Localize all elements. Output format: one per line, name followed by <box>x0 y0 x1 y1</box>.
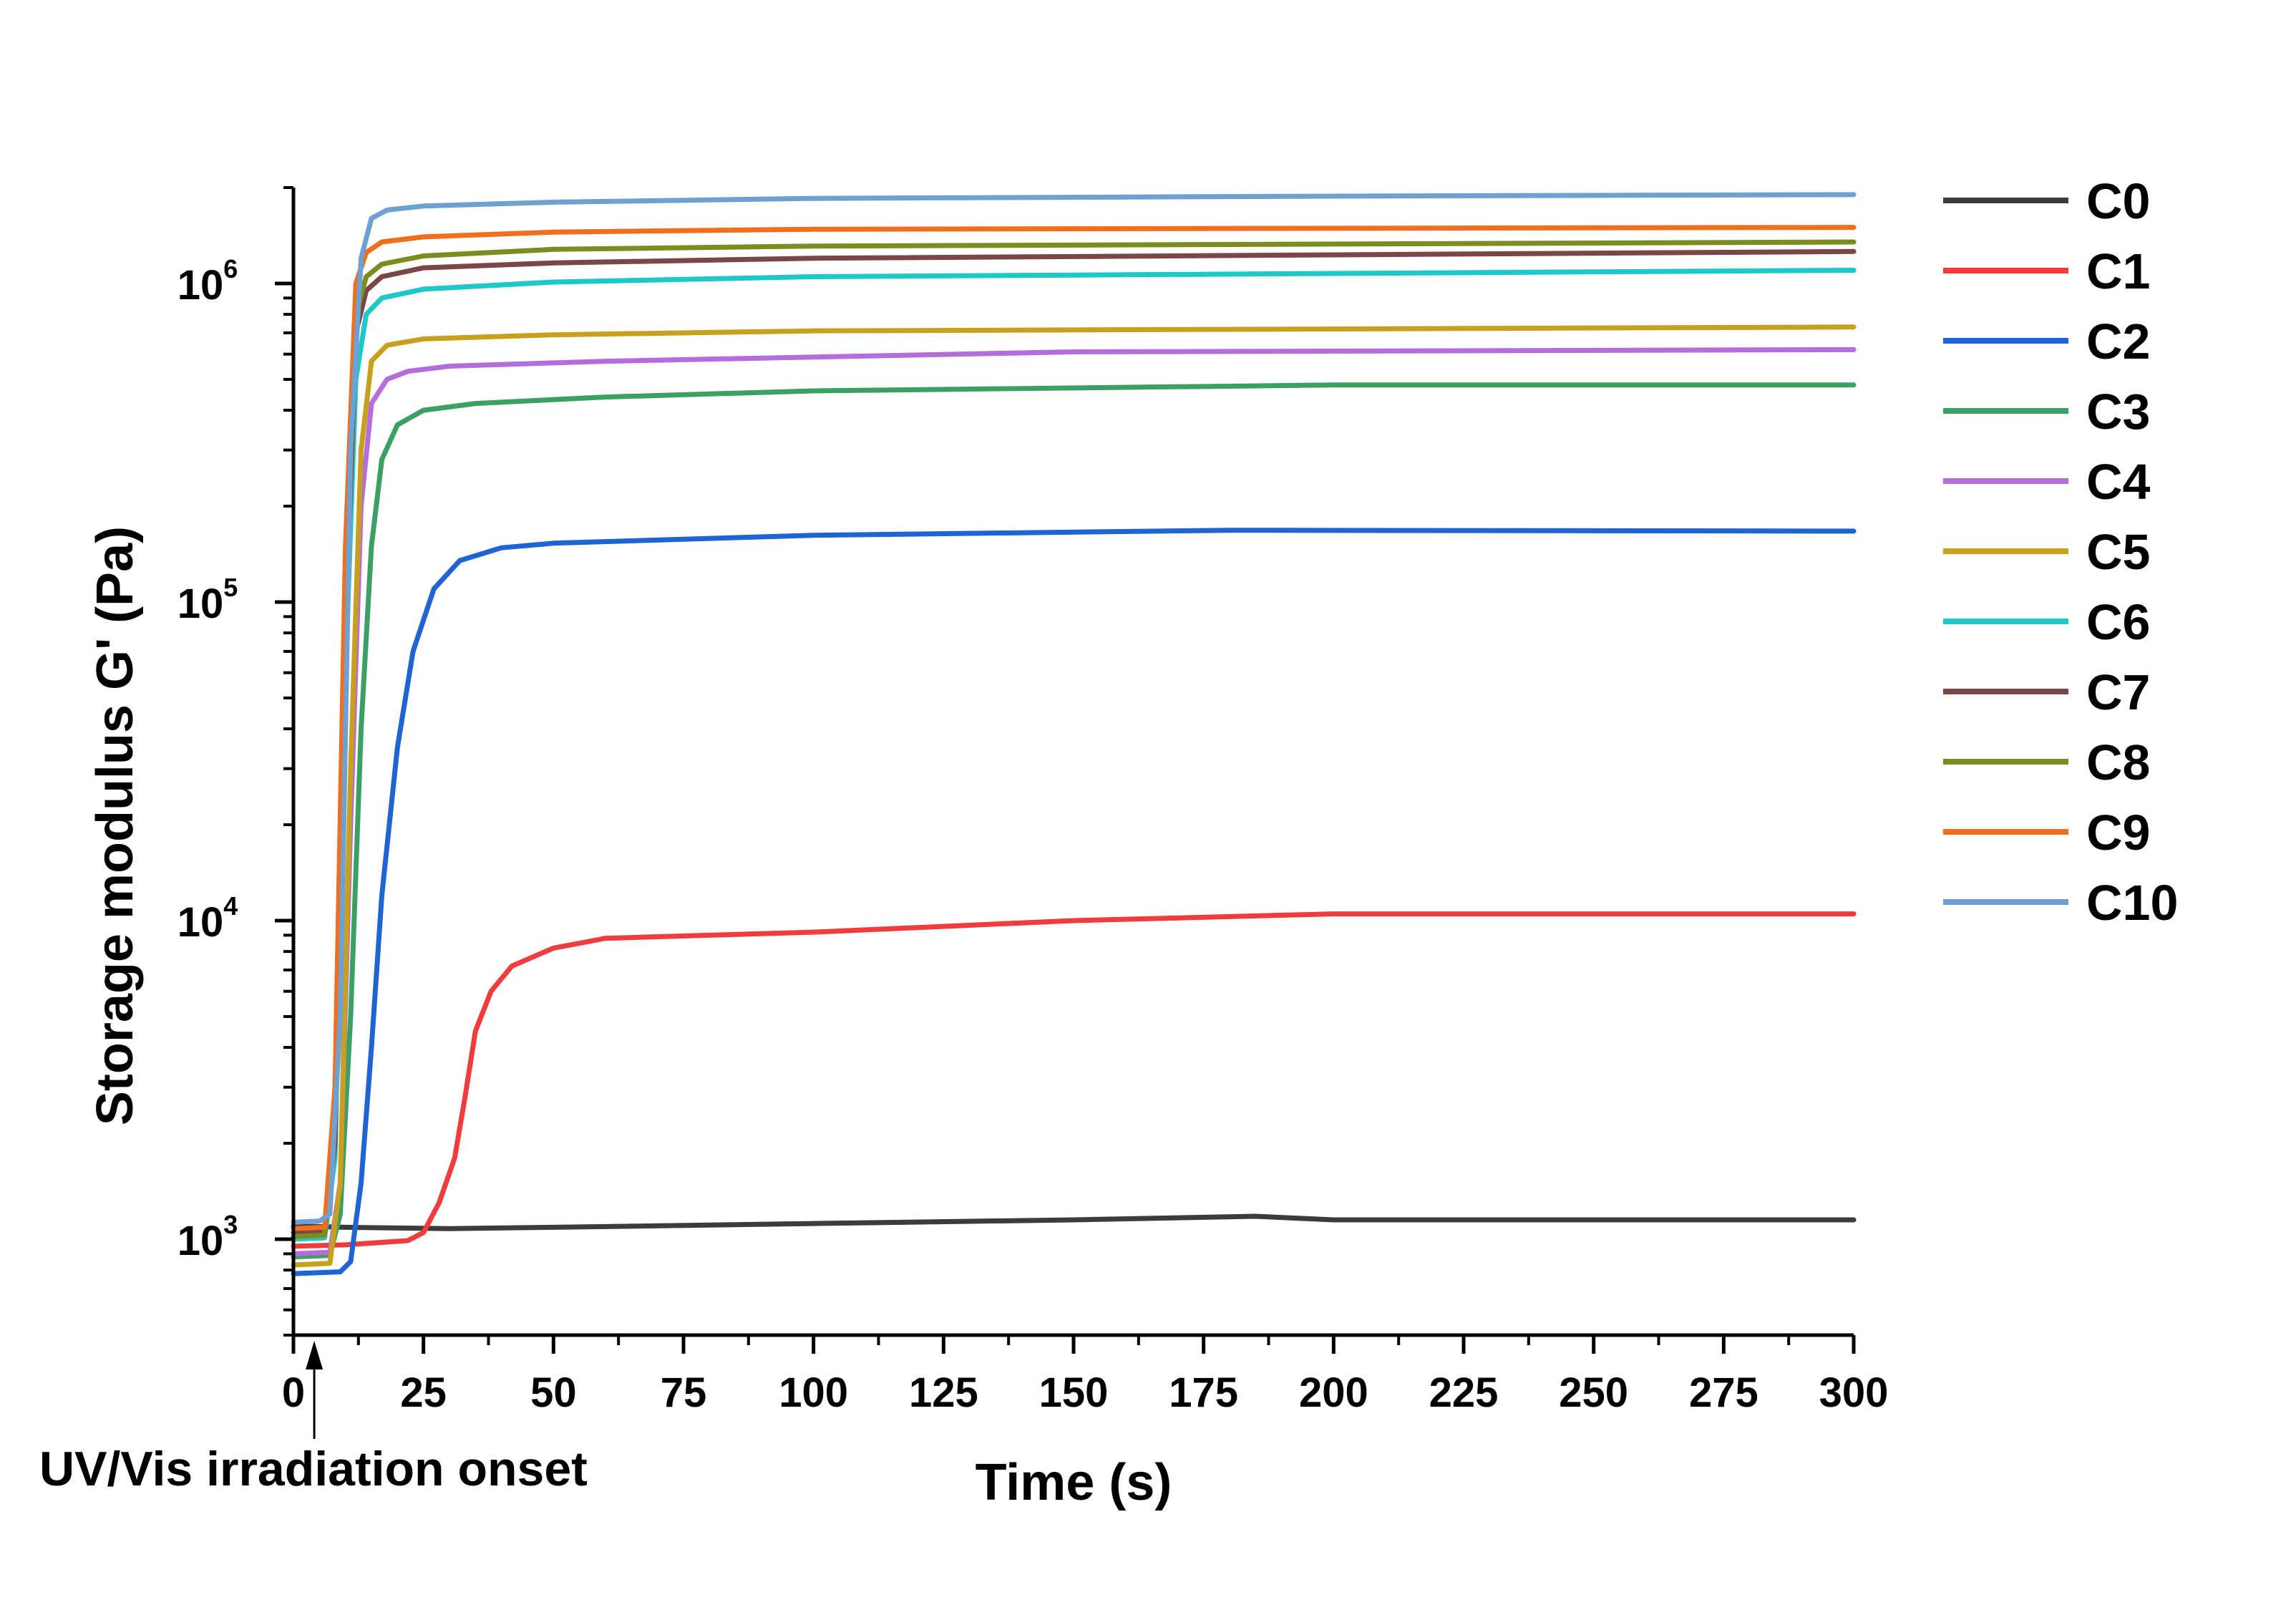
y-tick-label: 106 <box>177 254 238 309</box>
series-line-c4 <box>291 346 1857 1256</box>
annotation: UV/Vis irradiation onset <box>39 1341 588 1496</box>
legend-label-c4: C4 <box>2086 454 2151 510</box>
legend-label-c2: C2 <box>2086 314 2150 369</box>
legend-label-c8: C8 <box>2086 734 2150 790</box>
legend-label-c1: C1 <box>2086 243 2150 299</box>
legend-label-c6: C6 <box>2086 594 2150 650</box>
annotation-arrowhead <box>306 1341 324 1369</box>
series-line-c10 <box>291 192 1857 1225</box>
x-tick-label: 125 <box>909 1369 978 1416</box>
series-line-c3 <box>291 382 1857 1260</box>
x-tick-label: 175 <box>1169 1369 1238 1416</box>
legend-label-c9: C9 <box>2086 805 2150 860</box>
annotation-label: UV/Vis irradiation onset <box>39 1442 588 1496</box>
legend-label-c3: C3 <box>2086 384 2150 440</box>
x-tick-label: 25 <box>400 1369 447 1416</box>
series-line-c5 <box>291 324 1857 1268</box>
legend-label-c0: C0 <box>2086 173 2150 229</box>
legend-label-c5: C5 <box>2086 524 2150 580</box>
y-tick-label: 105 <box>177 573 238 627</box>
x-tick-label: 275 <box>1689 1369 1759 1416</box>
series-line-c0 <box>291 1213 1857 1231</box>
series-line-c2 <box>291 528 1857 1276</box>
x-tick-label: 200 <box>1299 1369 1368 1416</box>
x-tick-label: 50 <box>530 1369 577 1416</box>
x-tick-label: 150 <box>1039 1369 1109 1416</box>
legend: C0 C1 C2 C3 C4 C5 C6 C7 C8 C9 C10 <box>1943 173 2178 931</box>
x-tick-label: 250 <box>1559 1369 1628 1416</box>
y-tick-label: 103 <box>177 1210 238 1264</box>
y-tick-label: 104 <box>177 891 238 946</box>
series-line-c6 <box>291 268 1857 1242</box>
series-line-c9 <box>291 225 1857 1231</box>
legend-label-c7: C7 <box>2086 664 2150 720</box>
x-axis-title: Time (s) <box>976 1454 1172 1511</box>
legend-label-c10: C10 <box>2086 875 2178 931</box>
x-tick-label: 75 <box>661 1369 707 1416</box>
x-tick-label: 225 <box>1429 1369 1499 1416</box>
series-line-c8 <box>291 239 1857 1239</box>
series-layer <box>291 192 1857 1276</box>
y-axis-title: Storage modulus G' (Pa) <box>87 526 144 1125</box>
x-tick-label: 100 <box>779 1369 848 1416</box>
x-tick-label: 300 <box>1819 1369 1889 1416</box>
series-line-c1 <box>291 911 1857 1249</box>
axes-layer: 0 25 50 75 100 125 150 175 200 225 250 275 300 103 104… <box>177 186 1889 1416</box>
x-tick-label: 0 <box>282 1369 305 1416</box>
